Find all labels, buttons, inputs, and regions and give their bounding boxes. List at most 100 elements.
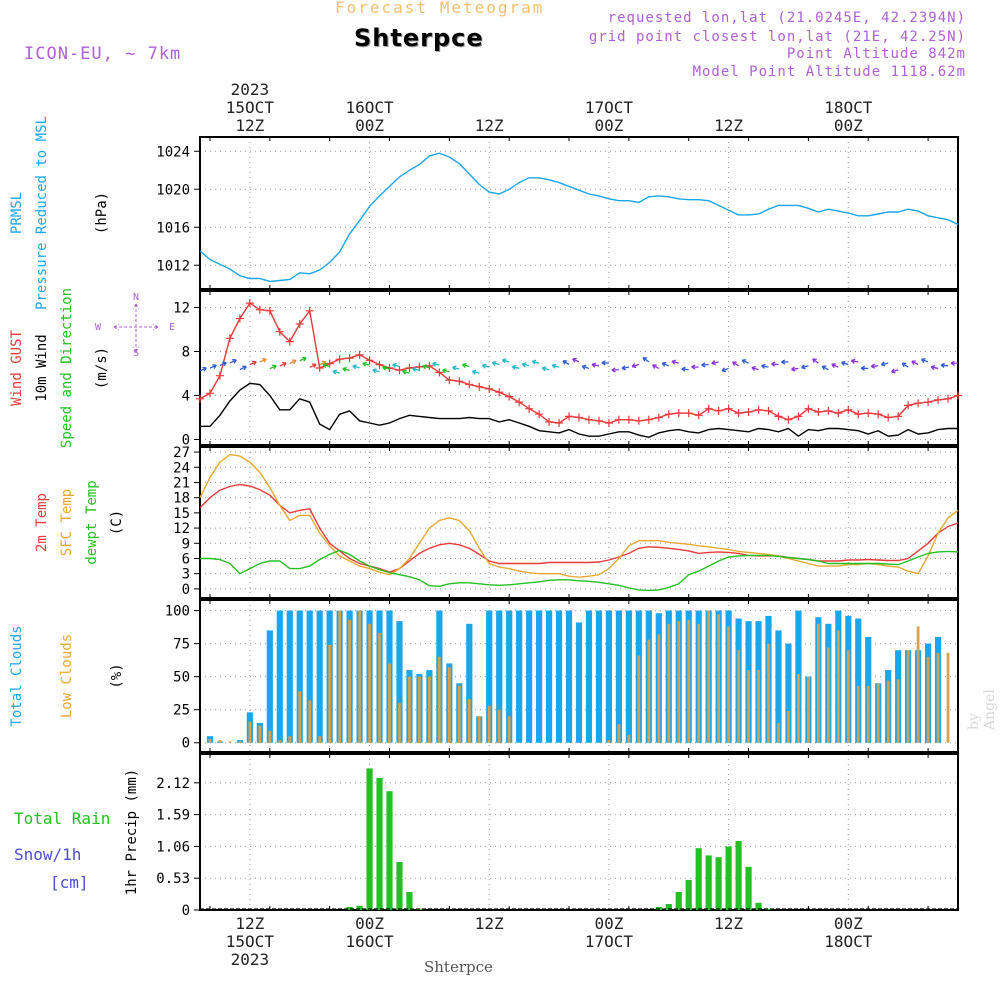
- total-cloud-bar: [466, 623, 473, 743]
- total-cloud-bar: [575, 622, 583, 743]
- low-cloud-bar: [208, 738, 212, 743]
- gust-marker: [864, 409, 873, 418]
- wind-arrowhead: [412, 366, 417, 372]
- low-cloud-bar: [328, 644, 332, 743]
- low-cloud-bar: [797, 674, 800, 743]
- low-cloud-bar: [477, 716, 481, 743]
- wind-arrowhead: [342, 366, 347, 372]
- panel-frame: [199, 136, 959, 290]
- top-time-label: 15OCT: [226, 98, 275, 117]
- gust-marker: [465, 380, 474, 389]
- low-cloud-bar: [926, 656, 930, 743]
- axis-label-pressure: (hPa): [94, 192, 110, 234]
- gust-marker: [335, 355, 344, 364]
- panel-wind: 0 4 8 12: [173, 290, 962, 449]
- snow-unit-label: [cm]: [50, 873, 89, 892]
- gust-marker: [425, 361, 434, 370]
- wind-arrowhead: [292, 359, 297, 365]
- low-cloud-bar: [856, 685, 860, 743]
- rain-bar: [705, 855, 712, 910]
- wind-arrowhead: [940, 362, 945, 368]
- rain-bar: [376, 778, 383, 910]
- y-tick-label: 21: [173, 475, 190, 491]
- series-2m-temp: [199, 483, 959, 573]
- gust-marker: [814, 408, 823, 416]
- low-cloud-bar: [288, 736, 292, 743]
- low-cloud-bar: [906, 650, 910, 743]
- low-cloud-bar: [438, 656, 441, 743]
- total-cloud-bar: [496, 610, 503, 743]
- gust-marker: [555, 419, 564, 427]
- gust-marker: [774, 412, 783, 421]
- panel-precip: 0 0.53 1.06 1.59 2.12: [156, 753, 959, 919]
- wind-arrowhead: [751, 366, 756, 371]
- wind-arrowhead: [771, 361, 776, 367]
- low-cloud-bar: [607, 740, 611, 743]
- rain-bar: [386, 791, 393, 910]
- rain-bar: [695, 848, 702, 910]
- wind-arrowhead: [402, 369, 407, 375]
- gust-marker: [515, 398, 524, 407]
- gust-marker: [295, 320, 304, 328]
- rain-bar: [725, 846, 732, 910]
- wind-arrowhead: [911, 360, 916, 366]
- requested-coords: requested lon,lat (21.0245E, 42.2394N): [607, 10, 966, 26]
- gust-marker: [734, 409, 743, 418]
- grid-coords: grid point closest lon,lat (21E, 42.25N): [588, 29, 966, 45]
- wind-arrowhead: [891, 368, 896, 374]
- rain-bar: [755, 902, 762, 910]
- low-cloud-bar: [647, 639, 651, 743]
- low-cloud-bar: [936, 652, 940, 743]
- bottom-time-label: 00Z: [594, 914, 623, 933]
- bottom-time-label: 2023: [231, 950, 270, 969]
- wind-arrowhead: [860, 365, 866, 371]
- wind-arrowhead: [202, 366, 207, 372]
- wind-arrowhead: [442, 368, 447, 374]
- series-10m-wind: [200, 382, 958, 439]
- gust-marker: [684, 409, 693, 418]
- rain-bar: [675, 892, 682, 910]
- gust-marker: [305, 306, 314, 315]
- wind-arrowhead: [531, 359, 537, 365]
- low-cloud-bar: [258, 725, 262, 743]
- y-tick-label: 12: [173, 301, 190, 317]
- wind-arrowhead: [831, 363, 836, 369]
- gust-marker: [405, 364, 414, 372]
- wind-arrowhead: [711, 360, 716, 366]
- total-cloud-bar: [625, 610, 632, 743]
- y-tick-label: 0.53: [156, 871, 190, 887]
- gust-marker: [664, 410, 673, 419]
- low-cloud-bar: [637, 655, 641, 743]
- bottom-time-label: 12Z: [714, 914, 743, 933]
- rain-bar: [356, 905, 363, 910]
- gust-marker: [674, 409, 683, 418]
- axis-label-temperature: 2m Temp: [34, 493, 50, 552]
- wind-arrowhead: [212, 364, 217, 369]
- panel-frame: [199, 446, 959, 599]
- gust-marker: [485, 384, 494, 393]
- low-cloud-bar: [428, 676, 431, 743]
- wind-arrowhead: [482, 363, 487, 369]
- wind-arrowhead: [242, 365, 247, 371]
- top-time-label: 12Z: [235, 116, 264, 135]
- wind-arrowhead: [791, 366, 796, 372]
- axis-label-temperature: SFC Temp: [59, 489, 75, 556]
- wind-arrowhead: [322, 362, 327, 368]
- low-cloud-bar: [627, 734, 631, 743]
- bottom-time-label: 17OCT: [585, 932, 634, 951]
- wind-arrowhead: [422, 364, 427, 370]
- gust-marker: [884, 413, 893, 422]
- gust-marker: [535, 410, 544, 419]
- total-cloud-bar: [615, 610, 622, 743]
- total-cloud-bar: [595, 610, 603, 743]
- panel-clouds: 0 25 50 75 100: [165, 599, 959, 753]
- gust-marker: [834, 409, 843, 418]
- low-cloud-bar: [697, 623, 701, 743]
- wind-arrowhead: [930, 365, 936, 371]
- wind-arrowhead: [661, 361, 667, 367]
- gust-marker: [754, 405, 763, 414]
- y-tick-label: 1.06: [156, 839, 190, 855]
- low-cloud-bar: [298, 691, 302, 743]
- low-cloud-bar: [418, 676, 421, 743]
- gust-marker: [445, 376, 454, 385]
